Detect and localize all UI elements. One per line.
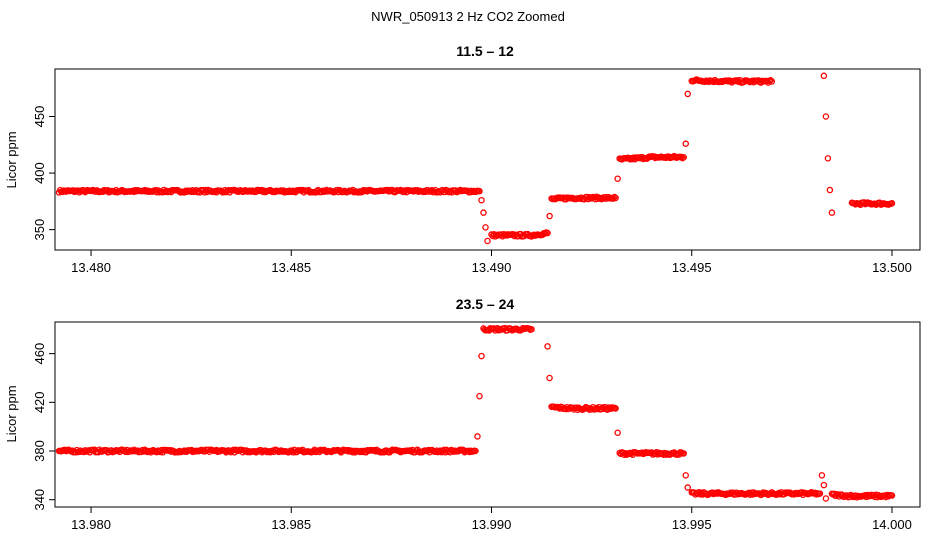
top-data-points bbox=[55, 72, 896, 245]
data-point bbox=[482, 224, 489, 231]
data-point bbox=[822, 495, 830, 502]
top-y-axis: 350 400 450 bbox=[32, 106, 55, 241]
bottom-data-points bbox=[55, 324, 896, 502]
bottom-x-axis: 13.980 13.985 13.990 13.995 14.000 bbox=[71, 506, 912, 532]
data-point bbox=[680, 153, 687, 161]
x-tick-label: 13.485 bbox=[271, 260, 311, 275]
data-point bbox=[768, 78, 776, 85]
data-point bbox=[678, 153, 685, 161]
data-point bbox=[612, 194, 619, 202]
data-point bbox=[476, 187, 483, 195]
x-tick-label: 13.995 bbox=[672, 517, 712, 532]
data-point bbox=[826, 186, 834, 194]
data-point bbox=[824, 155, 832, 162]
data-point bbox=[684, 90, 691, 98]
data-point bbox=[818, 472, 826, 479]
data-point bbox=[484, 237, 491, 245]
x-tick-label: 13.490 bbox=[472, 260, 512, 275]
x-tick-label: 13.495 bbox=[672, 260, 712, 275]
data-point bbox=[478, 352, 485, 360]
data-point bbox=[528, 326, 535, 333]
data-point bbox=[546, 374, 553, 382]
data-point bbox=[476, 392, 483, 400]
data-point bbox=[544, 343, 551, 350]
data-point bbox=[828, 209, 836, 216]
x-tick-label: 13.500 bbox=[872, 260, 912, 275]
top-panel: 11.5 – 12 13.480 13.485 13.490 13.495 13.500… bbox=[4, 43, 921, 275]
bottom-panel-title: 23.5 – 24 bbox=[456, 296, 515, 312]
y-tick-label: 400 bbox=[32, 162, 47, 184]
x-tick-label: 13.980 bbox=[71, 517, 111, 532]
data-point bbox=[546, 212, 553, 220]
bottom-y-axis: 340 380 420 460 bbox=[32, 343, 55, 511]
data-point bbox=[684, 484, 691, 491]
data-point bbox=[822, 113, 830, 120]
figure-title: NWR_050913 2 Hz CO2 Zoomed bbox=[371, 9, 565, 24]
x-tick-label: 13.480 bbox=[71, 260, 111, 275]
y-tick-label: 450 bbox=[32, 106, 47, 128]
x-tick-label: 13.985 bbox=[271, 517, 311, 532]
top-plot-frame bbox=[54, 68, 921, 251]
data-point bbox=[816, 490, 824, 497]
top-panel-title: 11.5 – 12 bbox=[456, 43, 514, 59]
data-point bbox=[888, 200, 896, 207]
data-point bbox=[612, 405, 619, 412]
data-point bbox=[472, 447, 479, 455]
top-y-axis-label: Licor ppm bbox=[4, 131, 19, 188]
data-point bbox=[544, 229, 551, 237]
data-point bbox=[614, 429, 621, 437]
y-tick-label: 420 bbox=[32, 391, 47, 413]
data-point bbox=[680, 450, 687, 457]
y-tick-label: 340 bbox=[32, 489, 47, 511]
bottom-panel: 23.5 – 24 13.980 13.985 13.990 13.995 14.000… bbox=[4, 296, 921, 532]
data-point bbox=[820, 72, 828, 80]
data-point bbox=[480, 209, 487, 216]
bottom-plot-frame bbox=[54, 321, 921, 508]
x-tick-label: 13.990 bbox=[472, 517, 512, 532]
data-point bbox=[614, 175, 621, 182]
data-point bbox=[478, 196, 485, 204]
y-tick-label: 380 bbox=[32, 440, 47, 462]
y-tick-label: 350 bbox=[32, 219, 47, 241]
bottom-y-axis-label: Licor ppm bbox=[4, 385, 19, 442]
data-point bbox=[474, 433, 481, 440]
y-tick-label: 460 bbox=[32, 343, 47, 365]
top-x-axis: 13.480 13.485 13.490 13.495 13.500 bbox=[71, 249, 912, 275]
data-point bbox=[820, 481, 828, 489]
data-point bbox=[682, 140, 689, 147]
x-tick-label: 14.000 bbox=[872, 517, 912, 532]
data-point bbox=[682, 472, 689, 479]
data-point bbox=[611, 193, 618, 201]
data-point bbox=[541, 230, 549, 237]
data-point bbox=[767, 77, 774, 84]
data-point bbox=[888, 492, 896, 499]
